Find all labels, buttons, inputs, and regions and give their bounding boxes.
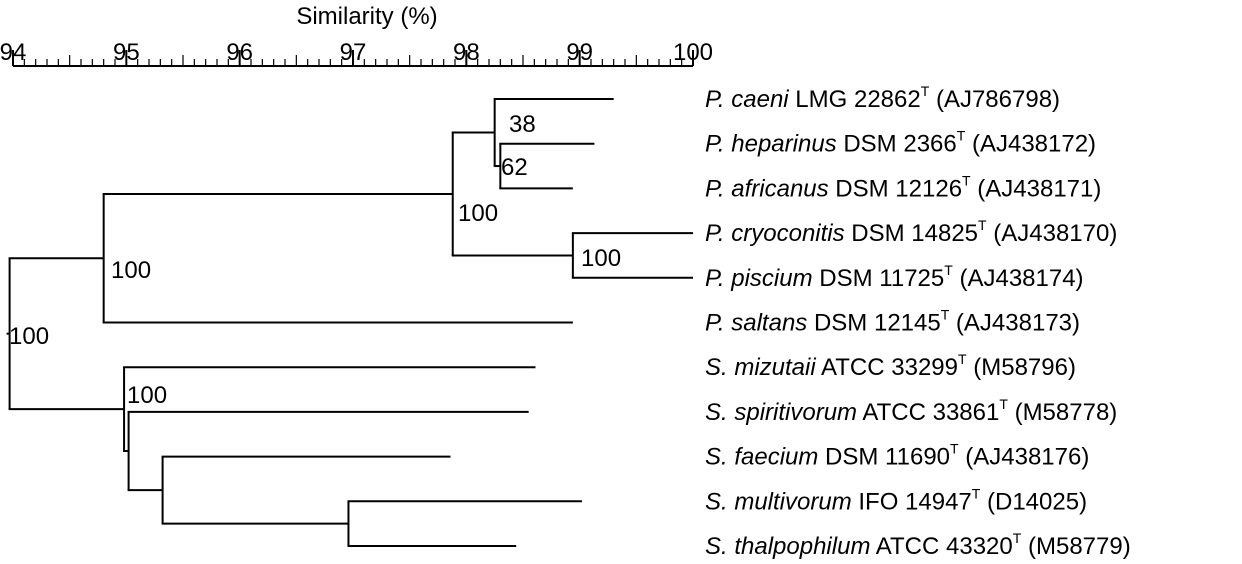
- taxon-accession: (M58796): [967, 354, 1076, 381]
- bootstrap-value: 100: [127, 382, 167, 409]
- taxon-strain: DSM 11690: [818, 444, 950, 471]
- type-strain-mark: T: [978, 217, 987, 233]
- taxon-accession: (M58779): [1021, 533, 1130, 560]
- taxon-strain: LMG 22862: [789, 86, 921, 113]
- taxon-label: P. africanus DSM 12126T (AJ438171): [705, 172, 1101, 202]
- taxon-label: S. mizutaii ATCC 33299T (M58796): [705, 351, 1076, 381]
- taxon-accession: (AJ438176): [959, 444, 1090, 471]
- taxon-label: S. multivorum IFO 14947T (D14025): [705, 485, 1087, 515]
- bootstrap-value: 100: [9, 323, 49, 350]
- similarity-axis: 94 95 96 97 98 99 100: [0, 39, 713, 67]
- taxon-accession: (AJ438170): [987, 220, 1118, 247]
- tree-branches: [6, 98, 693, 547]
- taxon-strain: DSM 12145: [807, 310, 940, 337]
- taxon-species: S. faecium: [705, 444, 818, 471]
- type-strain-mark: T: [950, 441, 959, 457]
- taxon-accession: (D14025): [980, 488, 1087, 515]
- taxon-accession: (AJ438174): [953, 265, 1084, 292]
- axis-tick-label: 97: [340, 39, 367, 66]
- taxon-labels: P. caeni LMG 22862T (AJ786798)P. heparin…: [705, 83, 1131, 560]
- taxon-label: P. piscium DSM 11725T (AJ438174): [705, 262, 1084, 292]
- type-strain-mark: T: [957, 128, 966, 144]
- taxon-species: P. heparinus: [705, 131, 837, 158]
- taxon-label: P. saltans DSM 12145T (AJ438173): [705, 307, 1080, 337]
- taxon-label: P. cryoconitis DSM 14825T (AJ438170): [705, 217, 1117, 247]
- axis-tick-label: 94: [0, 39, 26, 66]
- taxon-accession: (AJ438173): [949, 310, 1080, 337]
- taxon-strain: ATCC 33861: [857, 399, 999, 426]
- bootstrap-value: 38: [509, 111, 536, 138]
- taxon-species: P. cryoconitis: [705, 220, 845, 247]
- taxon-label: S. spiritivorum ATCC 33861T (M58778): [705, 396, 1117, 426]
- taxon-label: P. heparinus DSM 2366T (AJ438172): [705, 128, 1096, 158]
- taxon-species: S. mizutaii: [705, 354, 816, 381]
- taxon-strain: DSM 2366: [837, 131, 957, 158]
- type-strain-mark: T: [972, 485, 981, 501]
- type-strain-mark: T: [944, 262, 953, 278]
- bootstrap-value: 100: [581, 245, 621, 272]
- taxon-accession: (AJ786798): [929, 86, 1060, 113]
- taxon-accession: (M58778): [1008, 399, 1117, 426]
- taxon-species: S. spiritivorum: [705, 399, 857, 426]
- bootstrap-value: 100: [111, 257, 151, 284]
- taxon-strain: DSM 12126: [829, 175, 962, 202]
- taxon-species: P. caeni: [705, 86, 789, 113]
- axis-tick-label: 96: [226, 39, 253, 66]
- axis-tick-label: 100: [673, 39, 713, 66]
- type-strain-mark: T: [958, 351, 967, 367]
- taxon-strain: DSM 11725: [813, 265, 945, 292]
- axis-tick-label: 98: [453, 39, 480, 66]
- taxon-strain: IFO 14947: [852, 488, 972, 515]
- taxon-species: S. multivorum: [705, 488, 852, 515]
- bootstrap-value: 100: [458, 200, 498, 227]
- taxon-accession: (AJ438171): [971, 175, 1102, 202]
- taxon-species: P. saltans: [705, 310, 807, 337]
- taxon-strain: ATCC 33299: [816, 354, 958, 381]
- axis-tick-label: 95: [113, 39, 140, 66]
- taxon-species: P. piscium: [705, 265, 813, 292]
- type-strain-mark: T: [941, 307, 950, 323]
- taxon-label: S. faecium DSM 11690T (AJ438176): [705, 441, 1089, 471]
- taxon-label: P. caeni LMG 22862T (AJ786798): [705, 83, 1060, 113]
- type-strain-mark: T: [999, 396, 1008, 412]
- type-strain-mark: T: [962, 172, 971, 188]
- taxon-species: S. thalpophilum: [705, 533, 870, 560]
- taxon-label: S. thalpophilum ATCC 43320T (M58779): [705, 530, 1131, 560]
- taxon-accession: (AJ438172): [965, 131, 1096, 158]
- bootstrap-value: 62: [501, 154, 528, 181]
- type-strain-mark: T: [1013, 530, 1022, 546]
- taxon-species: P. africanus: [705, 175, 829, 202]
- axis-tick-label: 99: [566, 39, 593, 66]
- axis-title: Similarity (%): [296, 3, 437, 30]
- taxon-strain: DSM 14825: [845, 220, 978, 247]
- taxon-strain: ATCC 43320: [870, 533, 1012, 560]
- type-strain-mark: T: [921, 83, 930, 99]
